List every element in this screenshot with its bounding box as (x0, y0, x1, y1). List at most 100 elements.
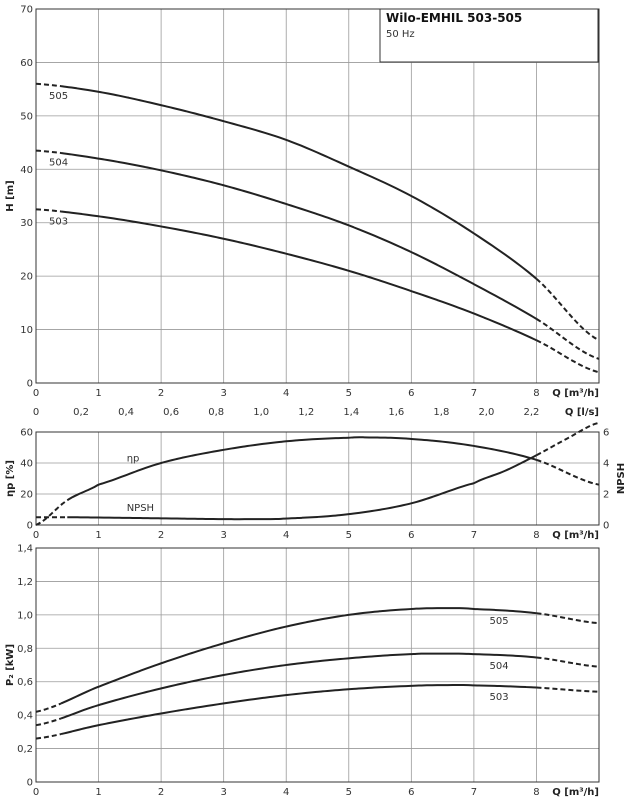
xtick-2-6: 6 (408, 787, 414, 798)
ytick-0-6: 60 (20, 58, 33, 69)
xtick-0-3: 3 (220, 388, 226, 399)
power-curve-label-504: 504 (490, 661, 509, 672)
ytick-0-0: 0 (27, 379, 33, 390)
npsh-curve-label: NPSH (127, 503, 154, 514)
power-curve-label-503: 503 (490, 692, 509, 703)
series-505-end-extension (536, 612, 600, 625)
series-ηp-start-extension (35, 499, 68, 526)
xtick-0-8: 8 (533, 388, 539, 399)
xtick-1-3: 3 (220, 530, 226, 541)
x2tick-9: 1,8 (433, 407, 449, 418)
series-NPSH-end-extension (535, 421, 600, 457)
xtick-0-6: 6 (408, 388, 414, 399)
x-axis-label-1: Q [m³/h] (552, 530, 599, 541)
xtick-1-0: 0 (33, 530, 39, 541)
xtick-2-4: 4 (283, 787, 289, 798)
x2tick-5: 1,0 (253, 407, 269, 418)
ytick-2-3: 0,6 (17, 677, 33, 688)
xtick-1-2: 2 (158, 530, 164, 541)
head-curve-label-504: 504 (49, 158, 68, 169)
ytick-0-7: 70 (20, 5, 33, 16)
ytick-2-4: 0,8 (17, 644, 33, 655)
title-box (379, 8, 599, 63)
xtick-0-5: 5 (346, 388, 352, 399)
xtick-0-2: 2 (158, 388, 164, 399)
ytick-0-3: 30 (20, 218, 33, 229)
x-axis-label-2: Q [m³/h] (552, 787, 599, 798)
y2tick-1-2: 4 (603, 459, 609, 470)
curve-layer (35, 82, 600, 740)
xtick-2-5: 5 (346, 787, 352, 798)
xtick-2-8: 8 (533, 787, 539, 798)
ytick-0-4: 40 (20, 165, 33, 176)
grid-layer (35, 8, 600, 783)
y-axis-label-2: P₂ [kW] (5, 644, 16, 686)
head-curve-label-503: 503 (49, 216, 68, 227)
x2tick-10: 2,0 (478, 407, 494, 418)
series-504-line (60, 652, 537, 720)
series-504-end-extension (536, 656, 600, 668)
ytick-1-3: 60 (20, 428, 33, 439)
ytick-0-5: 50 (20, 111, 33, 122)
eta-curve-label: ηp (127, 453, 140, 464)
y2tick-1-1: 2 (603, 490, 609, 501)
chart-title: Wilo-EMHIL 503-505 (386, 11, 522, 25)
x-axis-label-0: Q [m³/h] (552, 388, 599, 399)
x2tick-2: 0,4 (118, 407, 134, 418)
y2-axis-label-1: NPSH (616, 463, 627, 494)
x2-axis-label: Q [l/s] (565, 407, 599, 418)
y-axis-label-1: ηp [%] (5, 460, 16, 497)
ytick-0-1: 10 (20, 325, 33, 336)
ytick-2-6: 1,2 (17, 577, 33, 588)
series-504-start-extension (35, 149, 62, 155)
plot-frame-1 (35, 431, 600, 526)
series-505-start-extension (35, 702, 62, 713)
series-ηp-line (66, 436, 537, 502)
x2tick-0: 0 (33, 407, 39, 418)
y2tick-1-3: 6 (603, 428, 609, 439)
xtick-1-5: 5 (346, 530, 352, 541)
xtick-0-4: 4 (283, 388, 289, 399)
ytick-2-7: 1,4 (17, 544, 33, 555)
series-504-end-extension (535, 318, 600, 360)
plot-frame-0 (35, 8, 600, 384)
chart-subtitle: 50 Hz (386, 29, 415, 40)
xtick-0-1: 1 (95, 388, 101, 399)
series-NPSH-line (67, 454, 537, 521)
ytick-2-2: 0,4 (17, 711, 33, 722)
series-504-line (60, 152, 537, 320)
xtick-2-2: 2 (158, 787, 164, 798)
xtick-1-8: 8 (533, 530, 539, 541)
series-503-line (60, 210, 537, 342)
series-504-start-extension (35, 717, 62, 727)
xtick-1-7: 7 (471, 530, 477, 541)
series-503-start-extension (35, 733, 62, 740)
x2tick-3: 0,6 (163, 407, 179, 418)
series-503-start-extension (35, 208, 62, 213)
series-505-end-extension (535, 278, 600, 342)
x2tick-1: 0,2 (73, 407, 89, 418)
xtick-2-0: 0 (33, 787, 39, 798)
series-505-line (60, 607, 537, 705)
series-503-line (60, 684, 537, 736)
series-503-end-extension (536, 686, 600, 693)
x2tick-4: 0,8 (208, 407, 224, 418)
ytick-2-0: 0 (27, 778, 33, 789)
ytick-1-1: 20 (20, 490, 33, 501)
head-curve-label-505: 505 (49, 91, 68, 102)
xtick-2-3: 3 (220, 787, 226, 798)
xtick-0-7: 7 (471, 388, 477, 399)
ytick-1-0: 0 (27, 521, 33, 532)
ytick-2-1: 0,2 (17, 744, 33, 755)
xtick-0-0: 0 (33, 388, 39, 399)
y2tick-1-0: 0 (603, 521, 609, 532)
xtick-2-1: 1 (95, 787, 101, 798)
ytick-1-2: 40 (20, 459, 33, 470)
x2tick-11: 2,2 (523, 407, 539, 418)
xtick-1-6: 6 (408, 530, 414, 541)
series-505-line (60, 85, 538, 280)
ytick-0-2: 20 (20, 272, 33, 283)
power-curve-label-505: 505 (490, 616, 509, 627)
series-505-start-extension (35, 82, 62, 88)
